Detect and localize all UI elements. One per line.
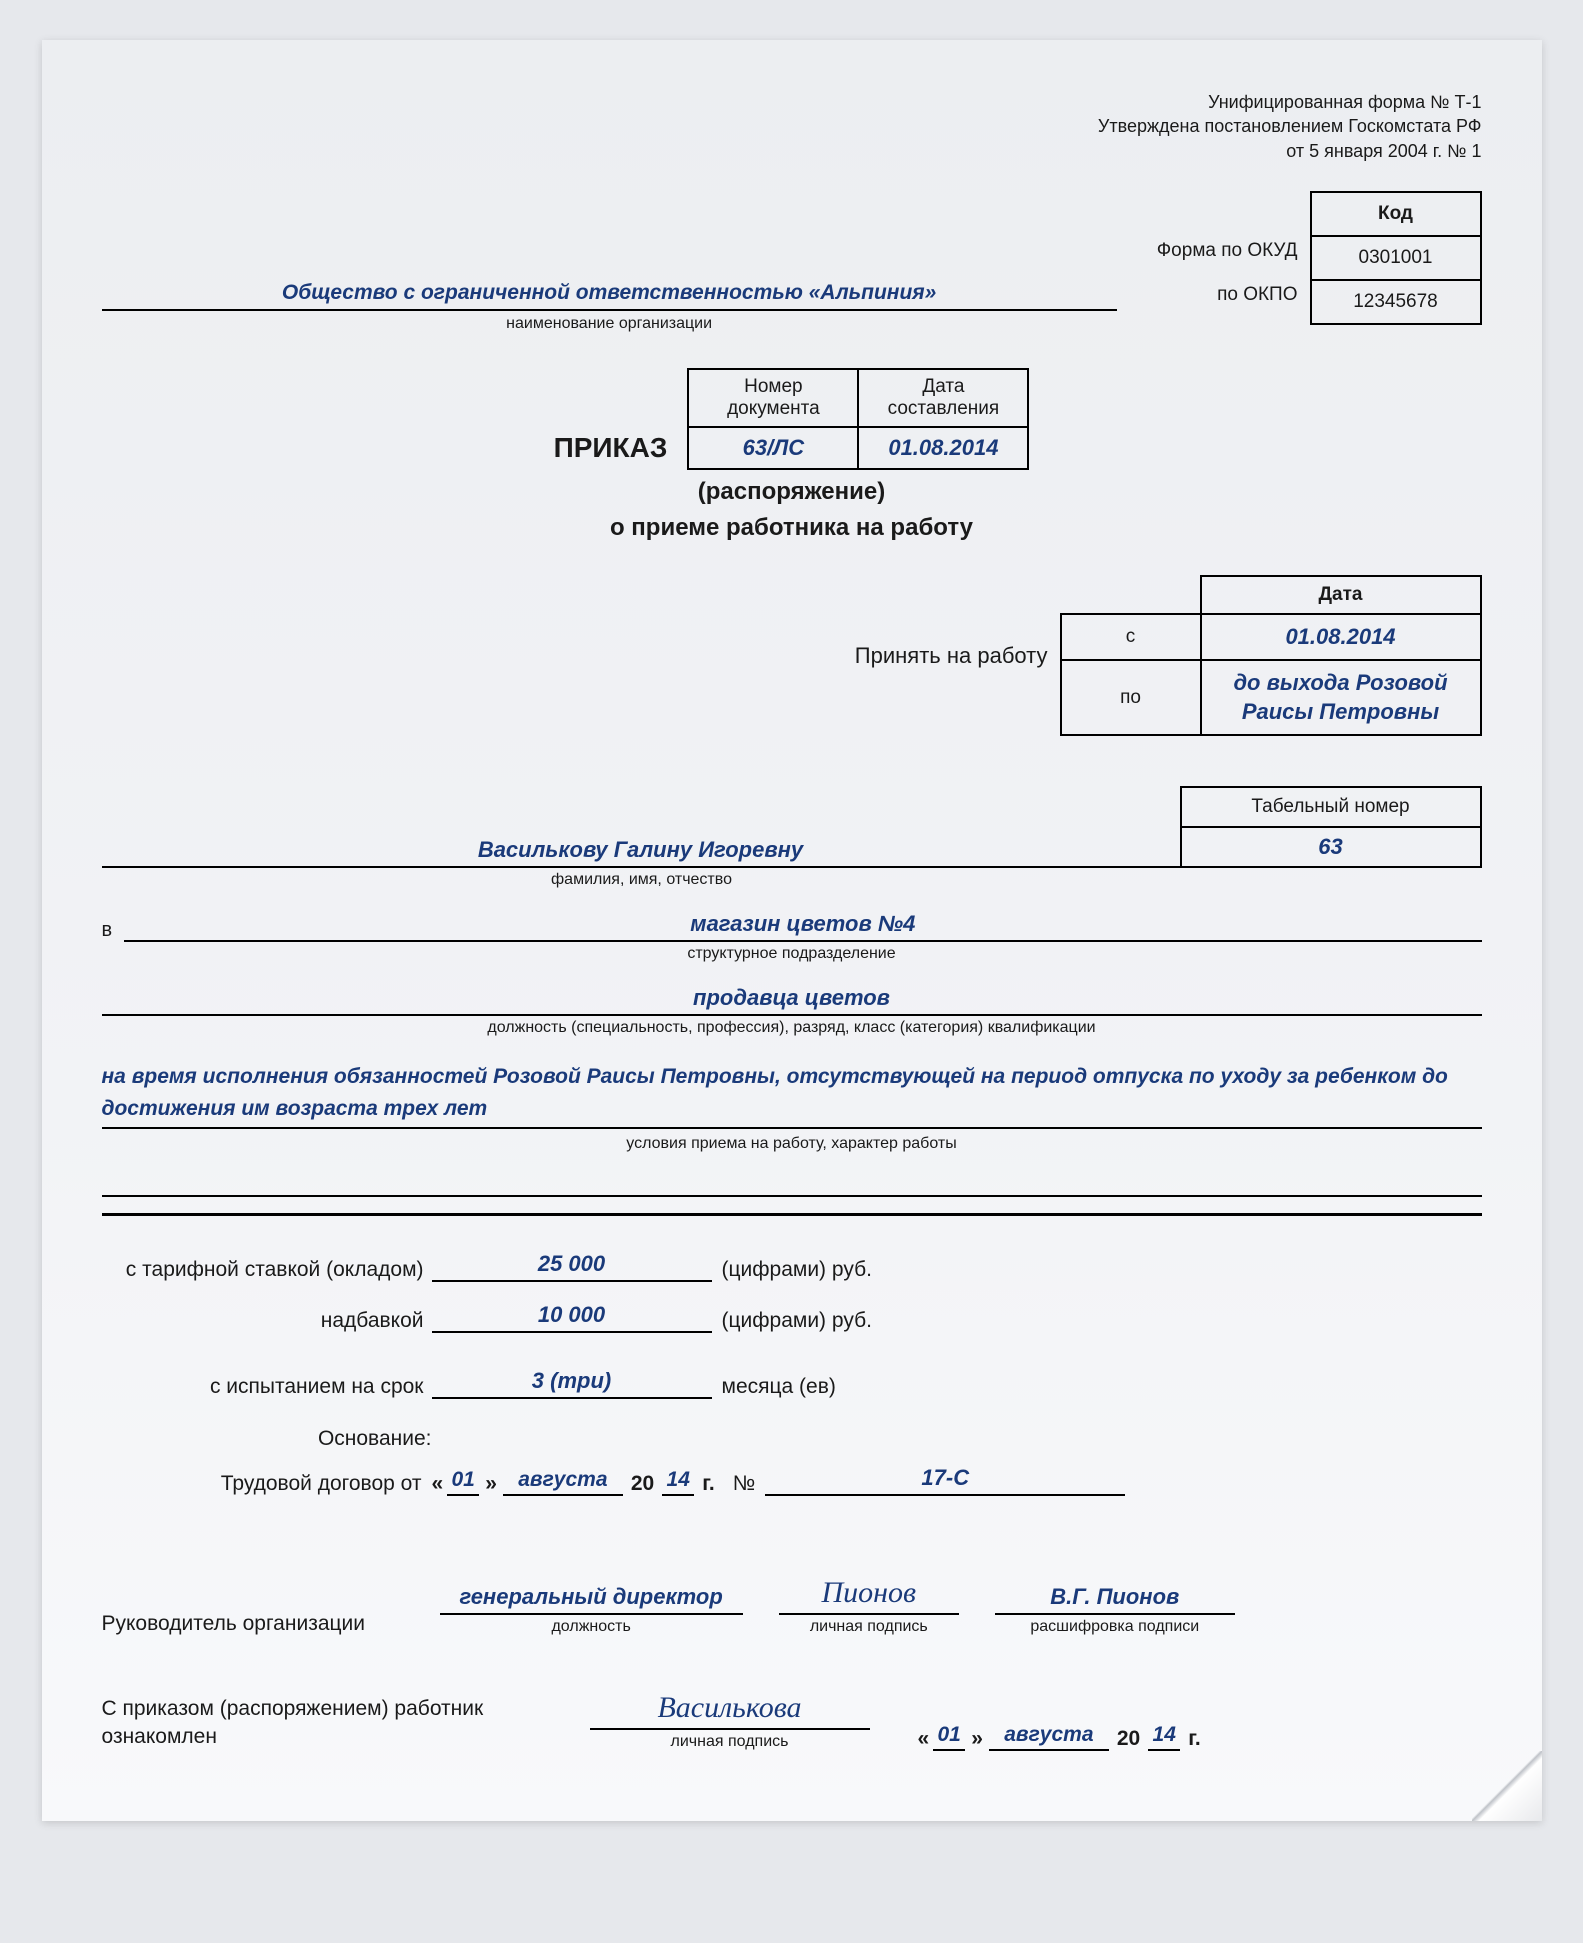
head-position: генеральный директор: [440, 1584, 743, 1615]
trial-suffix: месяца (ев): [722, 1375, 836, 1399]
organization-caption: наименование организации: [102, 315, 1117, 333]
contract-year: 14: [662, 1468, 694, 1496]
ack-day: 01: [933, 1723, 965, 1751]
head-decoded-caption: расшифровка подписи: [995, 1618, 1235, 1636]
tab-number-head: Табельный номер: [1181, 787, 1481, 827]
doc-num-value: 63/ЛС: [688, 427, 858, 469]
tab-number-table: Табельный номер 63: [1180, 786, 1482, 868]
accept-to-value: до выхода Розовой Раисы Петровны: [1201, 660, 1481, 735]
trial-value: 3 (три): [432, 1368, 712, 1399]
doc-number-table: Номер документа Дата составления 63/ЛС 0…: [687, 368, 1029, 470]
doc-date-value: 01.08.2014: [858, 427, 1028, 469]
contract-month: августа: [503, 1468, 623, 1496]
accept-label: Принять на работу: [855, 643, 1048, 669]
basis-label: Основание:: [102, 1427, 432, 1451]
employee-name: Василькову Галину Игоревну: [102, 837, 1180, 868]
head-signature-caption: личная подпись: [779, 1618, 959, 1636]
bonus-label: надбавкой: [102, 1309, 432, 1333]
trial-label: с испытанием на срок: [102, 1375, 432, 1399]
head-decoded: В.Г. Пионов: [995, 1584, 1235, 1615]
position-caption: должность (специальность, профессия), ра…: [102, 1019, 1482, 1037]
form-meta: Унифицированная форма № Т-1 Утверждена п…: [102, 90, 1482, 163]
conditions-caption: условия приема на работу, характер работ…: [102, 1135, 1482, 1153]
contract-num-label: №: [733, 1472, 756, 1496]
code-head: Код: [1311, 192, 1481, 236]
department-value: магазин цветов №4: [124, 911, 1481, 942]
code-table: Код 0301001 12345678: [1310, 191, 1482, 325]
ack-year-suffix: г.: [1188, 1727, 1200, 1751]
okud-value: 0301001: [1311, 236, 1481, 280]
doc-num-head: Номер документа: [688, 369, 858, 427]
doc-date-head: Дата составления: [858, 369, 1028, 427]
ack-label: С приказом (распоряжением) работник озна…: [102, 1695, 572, 1752]
meta-line-3: от 5 января 2004 г. № 1: [102, 139, 1482, 163]
ack-year-prefix: 20: [1117, 1727, 1140, 1751]
document-subtitle-2: о приеме работника на работу: [102, 512, 1482, 544]
accept-date-head: Дата: [1201, 576, 1481, 614]
employee-name-caption: фамилия, имя, отчество: [102, 871, 1182, 889]
head-signature: Пионов: [779, 1576, 959, 1615]
salary-value: 25 000: [432, 1251, 712, 1282]
ack-month: августа: [989, 1723, 1109, 1751]
organization-name: Общество с ограниченной ответственностью…: [102, 281, 1117, 311]
bonus-suffix: (цифрами) руб.: [722, 1309, 872, 1333]
salary-suffix: (цифрами) руб.: [722, 1258, 872, 1282]
head-sign-label: Руководитель организации: [102, 1612, 422, 1636]
salary-label: с тарифной ставкой (окладом): [102, 1258, 432, 1282]
conditions-text: на время исполнения обязанностей Розовой…: [102, 1061, 1482, 1129]
okud-label: Форма по ОКУД: [1157, 229, 1310, 273]
ack-signature: Василькова: [590, 1691, 870, 1730]
bonus-value: 10 000: [432, 1302, 712, 1333]
tab-number-value: 63: [1181, 827, 1481, 867]
divider: [102, 1213, 1482, 1216]
okpo-value: 12345678: [1311, 280, 1481, 324]
contract-num-value: 17-С: [765, 1465, 1125, 1496]
accept-from-value: 01.08.2014: [1201, 614, 1481, 661]
position-value: продавца цветов: [102, 985, 1482, 1016]
document-subtitle-1: (распоряжение): [102, 476, 1482, 508]
dept-prefix: в: [102, 919, 113, 942]
ack-year: 14: [1148, 1723, 1180, 1751]
meta-line-2: Утверждена постановлением Госкомстата РФ: [102, 114, 1482, 138]
meta-line-1: Унифицированная форма № Т-1: [102, 90, 1482, 114]
accept-table: Дата с01.08.2014 по до выхода Розовой Ра…: [1060, 575, 1482, 737]
accept-to-label: по: [1061, 660, 1201, 735]
document-title: ПРИКАЗ: [554, 432, 668, 470]
accept-from-label: с: [1061, 614, 1201, 661]
contract-day: 01: [447, 1468, 479, 1496]
contract-year-suffix: г.: [702, 1472, 714, 1496]
ack-signature-caption: личная подпись: [590, 1733, 870, 1751]
okpo-label: по ОКПО: [1157, 273, 1310, 317]
contract-label: Трудовой договор от: [102, 1472, 432, 1496]
page-curl-decoration: [1472, 1751, 1542, 1821]
conditions-blank-line: [102, 1167, 1482, 1197]
head-position-caption: должность: [440, 1618, 743, 1636]
document-page: Унифицированная форма № Т-1 Утверждена п…: [42, 40, 1542, 1821]
department-caption: структурное подразделение: [102, 945, 1482, 963]
contract-year-prefix: 20: [631, 1472, 654, 1496]
